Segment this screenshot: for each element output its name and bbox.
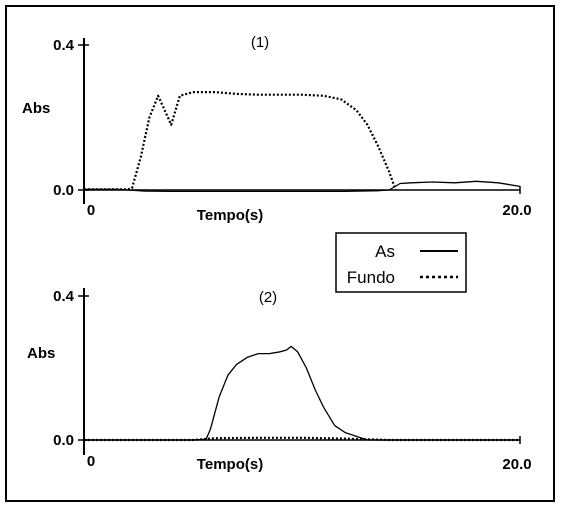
x-tick-label: 0 <box>87 202 95 219</box>
series-line-fundo <box>84 90 397 191</box>
y-tick-label: 0.4 <box>53 288 75 305</box>
x-axis-label: Tempo(s) <box>197 456 263 473</box>
legend-label-fundo: Fundo <box>347 268 395 287</box>
x-axis-label: Tempo(s) <box>197 207 263 224</box>
y-tick-label: 0.0 <box>53 182 74 199</box>
x-tick-label: 0 <box>87 453 95 470</box>
legend-box <box>335 232 467 293</box>
x-tick-label: 20.0 <box>502 456 531 473</box>
x-tick-label: 20.0 <box>502 202 531 219</box>
y-tick-label: 0.4 <box>53 37 75 54</box>
series-line-as <box>84 345 520 441</box>
series-line-fundo <box>84 436 520 442</box>
panel-label: (2) <box>259 289 277 306</box>
y-tick-label: 0.0 <box>53 432 74 449</box>
y-axis-label: Abs <box>27 345 55 362</box>
series-line-as <box>84 180 521 193</box>
y-axis-label: Abs <box>22 100 50 117</box>
legend-label-as: As <box>375 242 395 261</box>
panel-label: (1) <box>251 34 269 51</box>
figure-frame <box>5 5 555 502</box>
